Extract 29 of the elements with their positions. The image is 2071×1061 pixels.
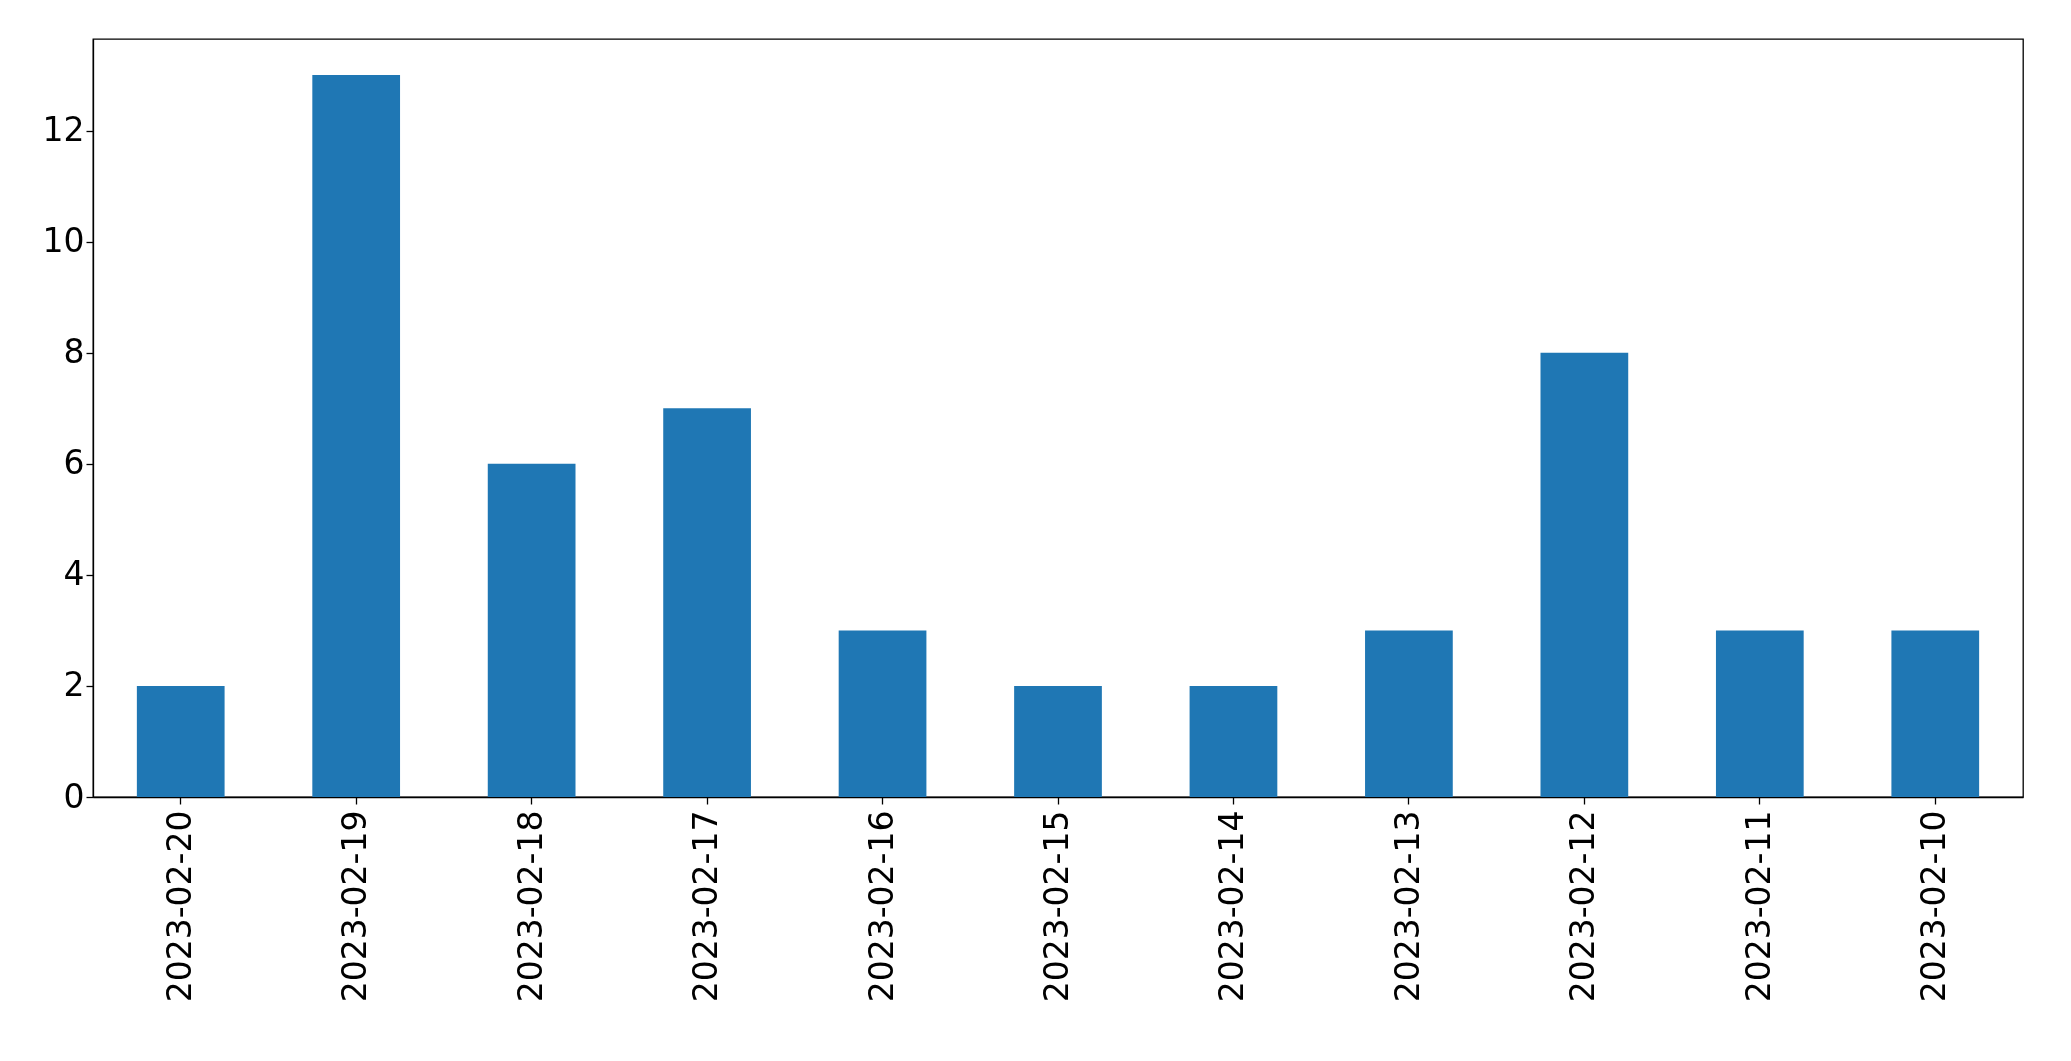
bar [1715,630,1804,797]
bar [663,408,751,797]
x-tick-label: 2023-02-17 [686,810,726,1003]
bar [312,75,401,797]
x-tick-label: 2023-02-18 [510,810,550,1003]
y-tick-label: 12 [42,110,85,150]
x-tick-label: 2023-02-15 [1037,810,1076,1003]
x-tick-label: 2023-02-11 [1738,810,1778,1003]
y-tick-label: 10 [42,221,85,261]
y-tick-label: 2 [63,665,85,705]
y-tick-label: 0 [63,776,85,816]
bar [1189,685,1278,797]
bar [1365,630,1453,797]
bar [1014,685,1102,797]
bar [1540,352,1629,797]
x-tick-label: 2023-02-12 [1563,810,1603,1003]
bar [838,630,927,797]
bar [1891,630,1980,797]
bar [136,685,225,797]
x-tick-label: 2023-02-13 [1387,810,1427,1003]
y-tick-label: 8 [63,332,85,372]
bar [487,463,576,797]
x-tick-label: 2023-02-10 [1914,810,1954,1003]
x-tick-label: 2023-02-16 [861,810,901,1003]
x-tick-label: 2023-02-20 [159,810,199,1003]
x-tick-label: 2023-02-19 [335,810,375,1003]
x-tick-label: 2023-02-14 [1212,810,1252,1003]
y-tick-label: 6 [63,443,85,483]
y-tick-label: 4 [63,554,85,594]
